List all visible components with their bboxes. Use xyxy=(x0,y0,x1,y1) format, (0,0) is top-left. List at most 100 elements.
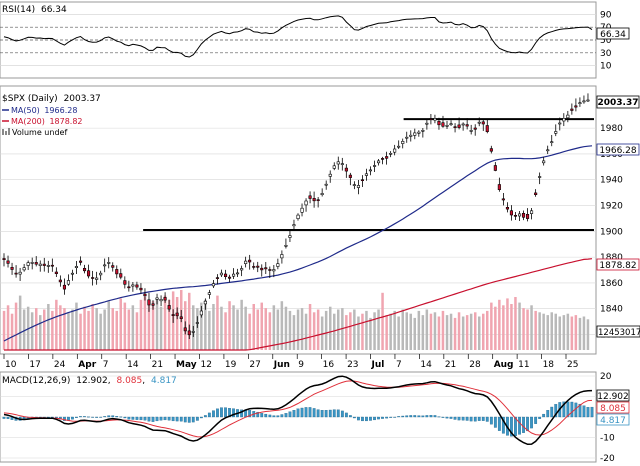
volume-current-badge: 12453017 xyxy=(596,325,640,338)
macd-histogram-bar xyxy=(530,416,533,429)
volume-bar xyxy=(397,316,400,350)
volume-bar xyxy=(574,315,578,350)
ma50-current-badge-box xyxy=(596,143,640,156)
volume-bar xyxy=(30,312,34,350)
candle-body xyxy=(513,215,518,217)
candle-body xyxy=(70,272,74,275)
macd-histogram-bar xyxy=(497,416,501,431)
volume-bar xyxy=(478,316,481,350)
volume-bar xyxy=(381,292,384,350)
volume-bar xyxy=(365,310,368,350)
candle-body xyxy=(62,284,67,290)
candle xyxy=(30,257,34,270)
candle-body xyxy=(304,200,308,206)
candle xyxy=(356,179,361,195)
candle-body xyxy=(582,100,586,103)
candle xyxy=(42,257,46,272)
macd-histogram-bar xyxy=(191,416,195,423)
candle-body xyxy=(449,123,453,125)
rsi-axis: 9070503010 xyxy=(600,10,612,71)
volume-bar xyxy=(510,304,513,350)
candle-body xyxy=(183,327,187,332)
macd-histogram-bar xyxy=(147,416,151,422)
macd-histogram-bar xyxy=(171,416,175,422)
candle xyxy=(58,275,62,287)
candle-body xyxy=(244,260,248,265)
candle xyxy=(332,162,336,171)
signal-legend-value: 8.085 xyxy=(116,376,142,386)
macd-histogram-bar xyxy=(199,416,203,419)
volume-legend-swatch xyxy=(2,129,4,135)
candle-body xyxy=(574,105,578,108)
candle-body xyxy=(147,299,151,306)
x-day-label: 14 xyxy=(420,360,432,370)
volume-bar xyxy=(393,310,396,350)
candle-body xyxy=(433,118,437,121)
candle xyxy=(505,202,510,213)
volume-bar xyxy=(474,312,477,350)
macd-histogram-bar xyxy=(203,415,207,418)
macd-histogram-bar xyxy=(453,416,457,420)
candle-body xyxy=(288,235,292,238)
signal-current-badge-box xyxy=(596,401,630,414)
volume-bar xyxy=(208,310,211,350)
candle-body xyxy=(74,266,78,268)
macd-histogram-bar xyxy=(167,416,171,421)
macd-histogram-bar xyxy=(570,401,574,418)
macd-line xyxy=(3,375,593,446)
volume-bar xyxy=(482,313,485,350)
price-tick-label: 1880 xyxy=(600,253,623,263)
macd-histogram-bar xyxy=(107,415,111,418)
candle-body xyxy=(131,284,135,287)
candle xyxy=(264,262,268,275)
macd-histogram-bar xyxy=(272,415,276,418)
macd-histogram-bar xyxy=(207,412,211,418)
candle-body xyxy=(320,193,324,195)
volume-bar xyxy=(530,305,533,350)
candle-body xyxy=(473,127,477,130)
candle xyxy=(385,151,389,165)
x-day-label: 25 xyxy=(567,360,578,370)
volume-bar xyxy=(586,319,590,350)
candle xyxy=(344,164,348,178)
volume-bar xyxy=(373,312,376,350)
volume-bar xyxy=(296,309,300,350)
x-month-label: Apr xyxy=(78,360,96,370)
candle-body xyxy=(2,258,6,261)
candle-body xyxy=(421,130,425,132)
candle xyxy=(570,103,574,115)
volume-bar xyxy=(188,292,191,350)
macd-histogram-bar xyxy=(538,416,542,419)
candle xyxy=(83,264,87,274)
volume-bar xyxy=(10,313,14,350)
candle-body xyxy=(497,184,501,190)
volume-bar xyxy=(272,305,276,350)
macd-histogram-bar xyxy=(119,416,123,418)
ma200-line xyxy=(4,258,593,351)
candle-body xyxy=(191,331,195,333)
volume-bar xyxy=(498,299,501,350)
candle xyxy=(183,321,187,335)
symbol-label: $SPX (Daily) xyxy=(2,94,58,104)
volume-bar xyxy=(526,309,529,350)
candle-body xyxy=(256,265,260,268)
volume-bar xyxy=(425,309,429,350)
macd-histogram-bar xyxy=(344,412,348,418)
volume-bar xyxy=(461,316,465,350)
candle-body xyxy=(151,303,155,306)
volume-bar xyxy=(35,308,38,350)
signal-current-badge: 8.085 xyxy=(596,401,630,414)
macd-histogram-bar xyxy=(352,416,356,419)
candle-body xyxy=(344,167,348,172)
macd-histogram-bar xyxy=(433,415,437,418)
volume-legend-label: Volume undef xyxy=(12,128,67,137)
volume-bar xyxy=(284,306,288,350)
macd-tick-label: -10 xyxy=(600,434,615,444)
candle-body xyxy=(312,198,316,202)
candle-body xyxy=(409,134,413,137)
volume-bar xyxy=(51,310,54,350)
volume-bar xyxy=(357,316,360,350)
macd-histogram-bar xyxy=(389,416,393,418)
candle-body xyxy=(542,160,546,164)
candle xyxy=(260,264,264,277)
